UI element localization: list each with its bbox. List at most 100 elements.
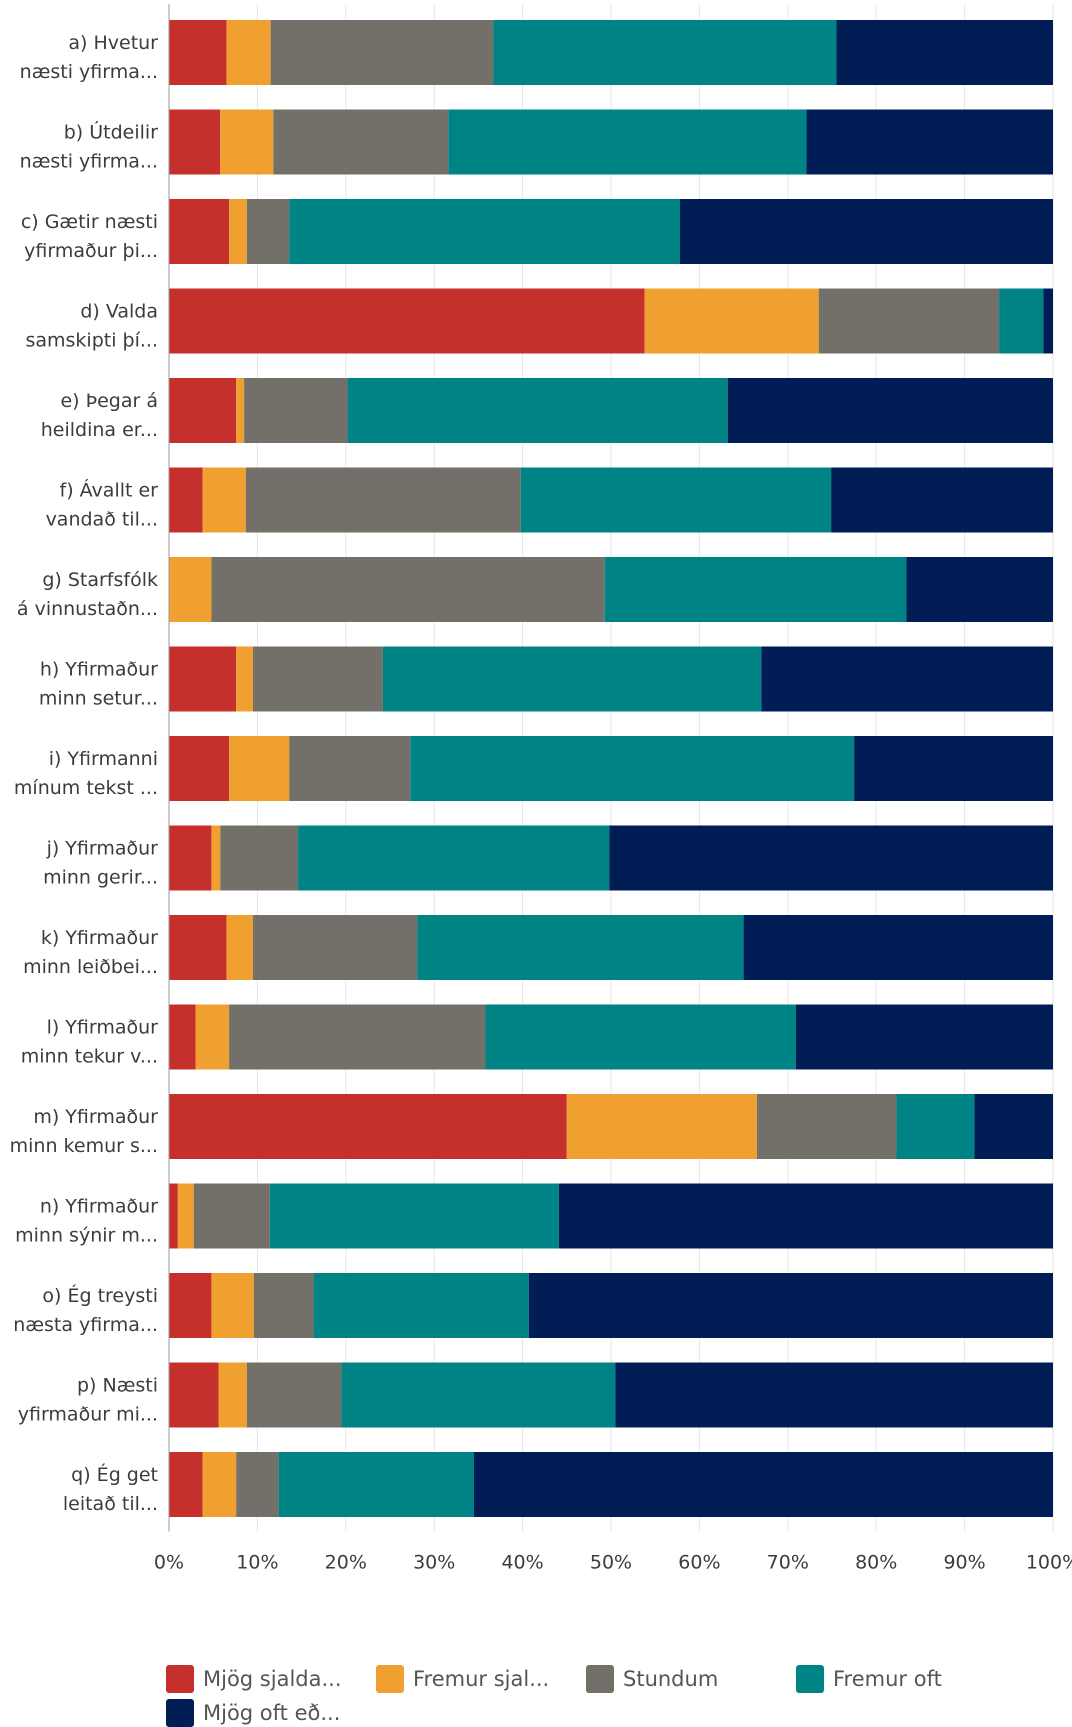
bar-segment[interactable] [177,1183,194,1249]
bar-segment[interactable] [169,467,203,533]
legend-item-mjog-sjaldan[interactable]: Mjög sjalda... [166,1665,342,1693]
bar-segment[interactable] [169,1273,212,1338]
bar-segment[interactable] [743,915,1053,980]
bar-segment[interactable] [485,1004,796,1070]
category-label-line: mínum tekst ... [14,777,158,799]
bar-segment[interactable] [169,1452,203,1517]
bar-segment[interactable] [169,378,237,443]
bar-segment[interactable] [169,1094,567,1159]
bar-segment[interactable] [278,1452,474,1517]
bar-segment[interactable] [347,378,728,443]
bar-segment[interactable] [609,825,1053,891]
bar-segment[interactable] [220,109,274,175]
bar-segment[interactable] [244,378,348,443]
bar-segment[interactable] [169,825,212,891]
category-label-line: p) Næsti [77,1375,158,1397]
legend-item-mjog-oft[interactable]: Mjög oft eð... [166,1699,340,1727]
bar-segment[interactable] [169,736,230,801]
bar-segment[interactable] [202,467,246,533]
bar-segment[interactable] [448,109,807,175]
legend-item-stundum[interactable]: Stundum [586,1665,718,1693]
bar-segment[interactable] [493,20,837,85]
bar-segment[interactable] [528,1273,1053,1338]
bars [169,20,1054,1517]
bar-segment[interactable] [761,646,1053,712]
bar-segment[interactable] [253,1273,314,1338]
bar-segment[interactable] [169,288,645,354]
bar-segment[interactable] [211,825,221,891]
bar-segment[interactable] [566,1094,757,1159]
bar-segment[interactable] [615,1362,1053,1428]
bar-segment[interactable] [246,199,290,264]
x-axis-ticks: 0% 10% 20% 30% 40% 50% 60% 70% 80% 90% 100% [154,1552,1072,1574]
bar-segment[interactable] [229,199,247,264]
bar-segment[interactable] [836,20,1053,85]
bar-segment[interactable] [313,1273,529,1338]
category-label-line: b) Útdeilir [64,120,158,144]
bar-segment[interactable] [906,557,1053,622]
category-label: o) Ég treysti næsta yfirma... [13,1284,158,1336]
bar-segment[interactable] [417,915,744,980]
bar-segment[interactable] [169,109,221,175]
bar-segment[interactable] [756,1094,897,1159]
bar-segment[interactable] [169,557,212,622]
bar-segment[interactable] [289,199,680,264]
bar-segment[interactable] [806,109,1053,175]
category-label-line: j) Yfirmaður [46,838,159,860]
bar-segment[interactable] [382,646,762,712]
bar-segment[interactable] [644,288,819,354]
bar-segment[interactable] [270,20,494,85]
category-label: i) Yfirmanni mínum tekst ... [14,748,158,799]
legend-item-fremur-sjaldan[interactable]: Fremur sjal... [376,1665,549,1693]
bar-segment[interactable] [236,1452,279,1517]
bar-segment[interactable] [252,915,418,980]
bar-segment[interactable] [341,1362,616,1428]
bar-segment[interactable] [226,20,271,85]
bar-segment[interactable] [245,467,521,533]
bar-segment[interactable] [604,557,907,622]
bar-segment[interactable] [410,736,855,801]
bar-segment[interactable] [289,736,411,801]
bar-segment[interactable] [1043,288,1053,354]
bar-segment[interactable] [169,20,227,85]
bar-segment[interactable] [236,646,253,712]
bar-segment[interactable] [818,288,1000,354]
category-label: m) Yfirmaður minn kemur s... [10,1106,159,1157]
x-tick-label: 40% [501,1552,543,1574]
x-tick-label: 20% [325,1552,367,1574]
bar-segment[interactable] [202,1452,237,1517]
bar-segment[interactable] [298,825,610,891]
bar-segment[interactable] [169,1183,178,1249]
bar-segment[interactable] [273,109,449,175]
bar-segment[interactable] [679,199,1053,264]
bar-segment[interactable] [854,736,1053,801]
bar-segment[interactable] [169,1362,219,1428]
bar-segment[interactable] [229,1004,486,1070]
bar-segment[interactable] [193,1183,270,1249]
bar-segment[interactable] [558,1183,1053,1249]
bar-segment[interactable] [896,1094,975,1159]
bar-segment[interactable] [220,825,299,891]
bar-segment[interactable] [169,915,227,980]
bar-segment[interactable] [211,1273,254,1338]
bar-segment[interactable] [211,557,605,622]
bar-segment[interactable] [218,1362,247,1428]
bar-segment[interactable] [727,378,1053,443]
bar-segment[interactable] [252,646,383,712]
bar-segment[interactable] [246,1362,342,1428]
bar-segment[interactable] [999,288,1044,354]
legend-item-fremur-oft[interactable]: Fremur oft [796,1665,942,1693]
bar-segment[interactable] [520,467,832,533]
bar-segment[interactable] [831,467,1053,533]
bar-segment[interactable] [169,1004,196,1070]
bar-segment[interactable] [795,1004,1053,1070]
bar-segment[interactable] [229,736,290,801]
bar-segment[interactable] [269,1183,559,1249]
bar-segment[interactable] [226,915,253,980]
bar-segment[interactable] [169,199,230,264]
bar-segment[interactable] [974,1094,1053,1159]
bar-segment[interactable] [169,646,237,712]
bar-segment[interactable] [236,378,245,443]
bar-segment[interactable] [195,1004,230,1070]
bar-segment[interactable] [473,1452,1054,1517]
